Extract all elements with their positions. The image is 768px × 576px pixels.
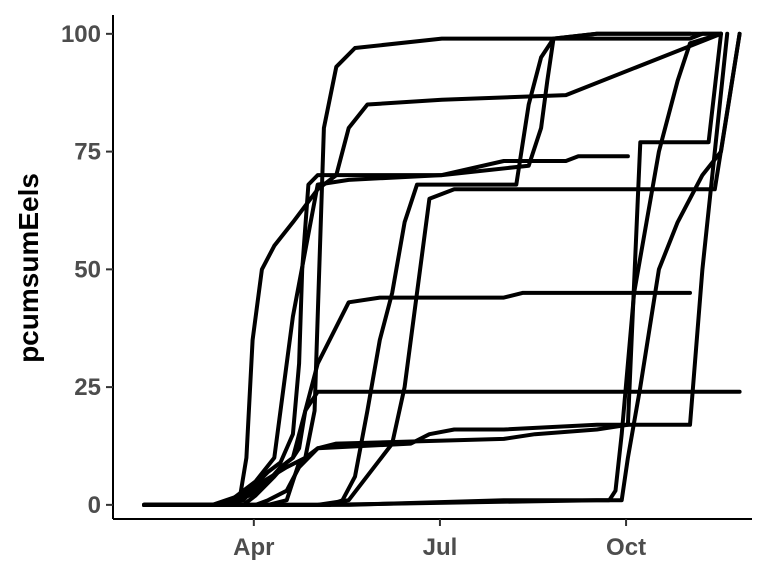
y-tick-label: 25 [74,374,101,401]
series-line-3 [142,31,730,507]
y-tick-label: 50 [74,256,101,283]
x-tick-label: Apr [233,534,274,561]
axes-layer: 0 25 50 75 100 Apr Jul Oct [61,15,752,561]
series-line-10 [142,154,630,507]
series-line-5 [142,31,742,507]
series-line-8 [142,389,742,507]
series-line-1 [142,31,723,507]
x-tick-label: Jul [423,534,458,561]
y-tick-label: 100 [61,21,101,48]
series-line-4 [142,31,723,507]
y-axis-title: pcumsumEels [13,173,44,363]
x-tick-label: Oct [606,534,646,561]
series-line-12 [142,31,742,507]
series-line-9 [142,290,692,507]
series-line-7 [142,31,692,507]
series-layer [142,31,742,507]
y-tick-label: 75 [74,139,101,166]
y-tick-label: 0 [88,492,101,519]
